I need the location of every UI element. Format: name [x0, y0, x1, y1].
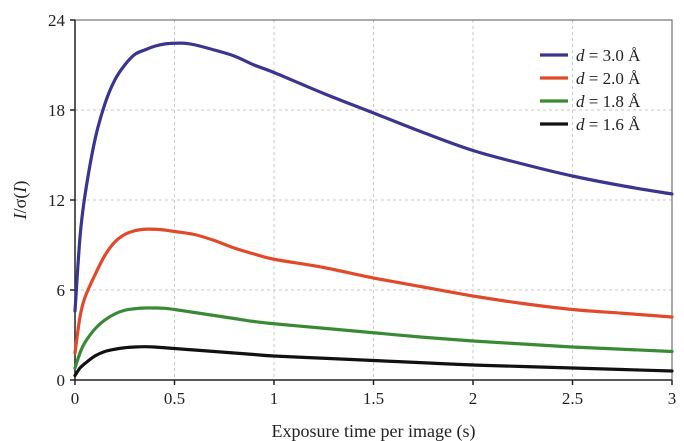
series-group [73, 41, 674, 378]
y-tick-label: 24 [48, 11, 66, 30]
y-axis-title-mid: /σ( [10, 193, 31, 214]
grid [75, 20, 672, 380]
y-axis-title-end: ) [10, 181, 31, 187]
legend-label: d = 1.6 Å [576, 115, 641, 134]
x-tick-label: 2.5 [562, 389, 583, 408]
y-tick-label: 0 [57, 371, 66, 390]
y-tick-label: 6 [57, 281, 66, 300]
legend-label-rest: = 1.6 Å [585, 115, 642, 134]
y-axis-title-var2: I [10, 186, 30, 194]
y-tick-label: 12 [48, 191, 65, 210]
series-line-1 [73, 41, 674, 313]
x-tick-label: 2 [469, 389, 478, 408]
y-tick-label: 18 [48, 101, 65, 120]
y-axis-title-var: I [10, 212, 30, 220]
legend-label: d = 1.8 Å [576, 92, 641, 111]
legend-label-var: d [576, 69, 585, 88]
legend: d = 3.0 Åd = 2.0 Åd = 1.8 Åd = 1.6 Å [540, 46, 641, 134]
legend-label: d = 2.0 Å [576, 69, 641, 88]
legend-label-rest: = 1.8 Å [585, 92, 642, 111]
series-line-4 [73, 345, 674, 378]
x-tick-label: 3 [668, 389, 677, 408]
x-tick-label: 0 [71, 389, 80, 408]
series-line-2 [73, 227, 674, 355]
series-line-3 [73, 306, 674, 370]
x-tick-label: 1 [270, 389, 279, 408]
legend-label-rest: = 2.0 Å [585, 69, 642, 88]
x-tick-label: 1.5 [363, 389, 384, 408]
legend-label-var: d [576, 115, 585, 134]
y-ticks: 0 6 12 18 24 [48, 11, 75, 390]
x-axis-title: Exposure time per image (s) [272, 421, 476, 441]
legend-label-var: d [576, 92, 585, 111]
x-ticks: 0 0.5 1 1.5 2 2.5 3 [71, 380, 677, 408]
y-axis-title: I/σ(I) [10, 181, 31, 221]
legend-label-rest: = 3.0 Å [585, 46, 642, 65]
legend-label-var: d [576, 46, 585, 65]
x-tick-label: 0.5 [164, 389, 185, 408]
legend-label: d = 3.0 Å [576, 46, 641, 65]
